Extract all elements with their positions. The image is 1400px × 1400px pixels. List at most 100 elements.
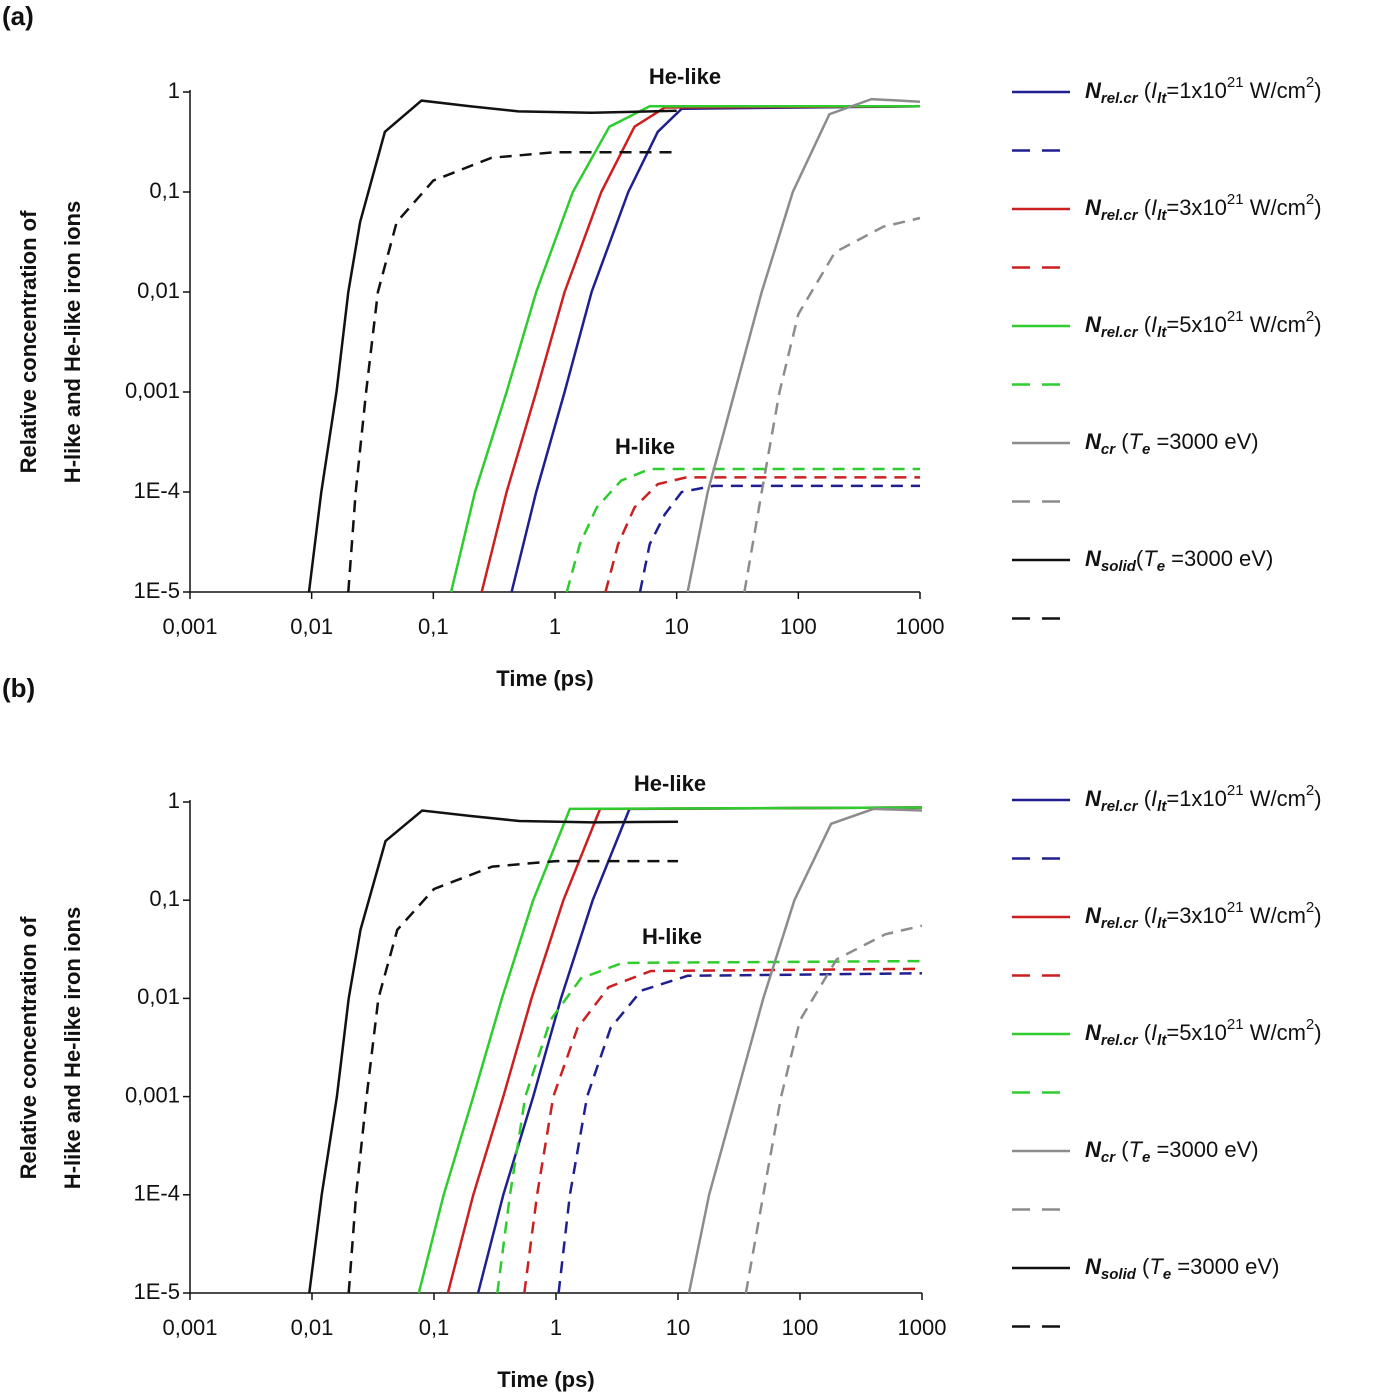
legend-text: T [1129, 429, 1144, 454]
y-tick-label: 1E-4 [134, 478, 180, 503]
legend-text: I [1151, 786, 1157, 811]
annotation: H-like [642, 924, 702, 949]
legend-text: 2 [1306, 308, 1314, 325]
legend-text: I [1151, 195, 1157, 220]
x-tick-label: 0,001 [162, 614, 217, 639]
legend-text: lt [1157, 915, 1167, 932]
y-tick-label: 0,01 [137, 278, 180, 303]
annotation: H-like [615, 434, 675, 459]
legend-text: lt [1157, 1032, 1167, 1049]
legend-label: Nsolid(Te =3000 eV) [1085, 546, 1273, 575]
series-line [417, 806, 923, 1294]
y-tick-label: 0,1 [149, 886, 180, 911]
x-tick-label: 1 [549, 614, 561, 639]
legend-text: N [1085, 1020, 1102, 1045]
legend-text: =3000 eV) [1150, 429, 1258, 454]
x-tick-label: 0,1 [419, 1315, 450, 1340]
legend-text: rel.cr [1101, 1032, 1139, 1049]
series-line [510, 105, 921, 593]
legend-text: =1x10 [1166, 786, 1227, 811]
series-line [523, 967, 923, 1294]
series-line [446, 806, 923, 1294]
legend-label: Ncr (Te =3000 eV) [1085, 429, 1259, 458]
legend-text: lt [1157, 798, 1167, 815]
legend-text: N [1085, 429, 1102, 454]
legend-text: ) [1314, 903, 1321, 928]
y-tick-label: 0,1 [149, 178, 180, 203]
x-axis-label: Time (ps) [496, 666, 593, 691]
series-line [604, 476, 920, 593]
series-line [744, 924, 923, 1294]
series-line [307, 99, 677, 593]
legend-text: ( [1136, 546, 1144, 571]
legend-text: solid [1101, 1266, 1137, 1283]
legend-label: Nrel.cr (Ilt=1x1021 W/cm2) [1085, 782, 1322, 815]
legend-label: Ncr (Te =3000 eV) [1085, 1137, 1259, 1166]
legend-text: ) [1314, 312, 1321, 337]
legend-text: ( [1138, 1020, 1152, 1045]
legend-text: lt [1157, 90, 1167, 107]
legend-text: =1x10 [1166, 78, 1227, 103]
legend-text: T [1149, 1254, 1164, 1279]
legend-text: 2 [1306, 782, 1314, 799]
legend-text: N [1085, 1137, 1102, 1162]
legend-text: =5x10 [1166, 312, 1227, 337]
y-tick-label: 1E-5 [134, 578, 180, 603]
legend-text: N [1085, 78, 1102, 103]
legend-text: e [1163, 1266, 1171, 1283]
legend-text: =5x10 [1166, 1020, 1227, 1045]
series-line [557, 972, 923, 1294]
legend-label: Nrel.cr (Ilt=3x1021 W/cm2) [1085, 899, 1322, 932]
x-tick-label: 100 [782, 1315, 819, 1340]
legend-text: e [1157, 558, 1165, 575]
legend-text: ( [1138, 786, 1152, 811]
x-tick-label: 10 [664, 614, 688, 639]
legend-text: I [1151, 78, 1157, 103]
legend-text: =3x10 [1166, 903, 1227, 928]
panel-label: (a) [2, 1, 34, 31]
legend-text: N [1085, 903, 1102, 928]
x-tick-label: 10 [666, 1315, 690, 1340]
legend-label: Nrel.cr (Ilt=1x1021 W/cm2) [1085, 74, 1322, 107]
legend-text: lt [1157, 207, 1167, 224]
y-axis-label: Relative concentration of [16, 916, 41, 1180]
legend-text: =3000 eV) [1171, 1254, 1279, 1279]
y-axis-label: H-like and He-like iron ions [60, 907, 85, 1189]
x-tick-label: 0,1 [418, 614, 449, 639]
legend-text: T [1129, 1137, 1144, 1162]
legend-text: 2 [1306, 1016, 1314, 1033]
legend-text: W/cm [1244, 903, 1306, 928]
x-tick-label: 0,01 [291, 1315, 334, 1340]
y-tick-label: 0,001 [125, 378, 180, 403]
legend-text: 2 [1306, 899, 1314, 916]
series-line [347, 859, 678, 1294]
legend-text: ) [1314, 195, 1321, 220]
legend-text: lt [1157, 324, 1167, 341]
legend-text: N [1085, 1254, 1102, 1279]
series-line [449, 105, 920, 593]
legend-text: =3000 eV) [1150, 1137, 1258, 1162]
y-tick-label: 1E-4 [134, 1181, 180, 1206]
legend-text: ( [1138, 312, 1152, 337]
legend-text: I [1151, 312, 1157, 337]
y-axis-label: H-like and He-like iron ions [60, 201, 85, 483]
series-line [686, 97, 921, 593]
series-line [496, 959, 923, 1294]
legend-text: 21 [1227, 899, 1244, 916]
series-line [308, 809, 679, 1294]
series-line [565, 467, 920, 593]
legend-text: N [1085, 312, 1102, 337]
series-line [476, 806, 923, 1294]
legend-text: ( [1138, 903, 1152, 928]
legend-text: =3000 eV) [1165, 546, 1273, 571]
legend-text: ) [1314, 78, 1321, 103]
annotation: He-like [634, 771, 706, 796]
legend-text: ) [1314, 786, 1321, 811]
legend-text: 2 [1306, 74, 1314, 91]
legend-label: Nrel.cr (Ilt=3x1021 W/cm2) [1085, 191, 1322, 224]
legend-text: cr [1101, 441, 1116, 458]
legend-text: 21 [1227, 1016, 1244, 1033]
legend-text: I [1151, 1020, 1157, 1045]
legend-text: W/cm [1244, 78, 1306, 103]
legend-text: 21 [1227, 74, 1244, 91]
